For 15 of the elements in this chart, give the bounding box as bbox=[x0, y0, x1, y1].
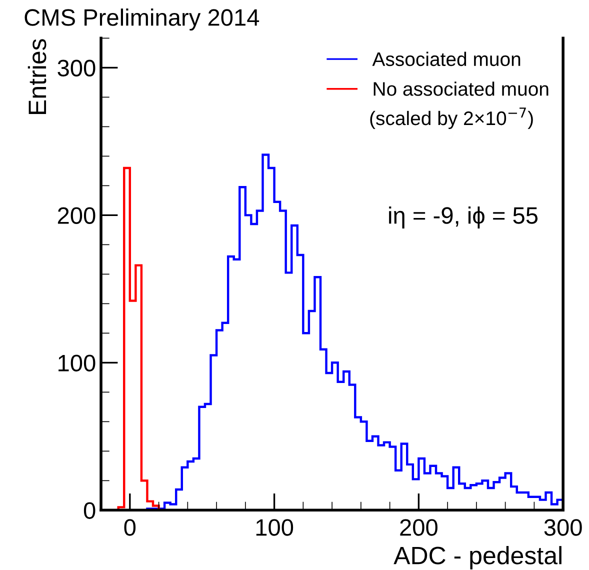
x-tick-label: 100 bbox=[256, 519, 294, 536]
y-axis-title: Entries bbox=[28, 39, 46, 114]
legend-label: No associated muon bbox=[374, 82, 548, 96]
y-tick-label: 300 bbox=[58, 60, 96, 76]
y-tick-label: 200 bbox=[58, 207, 96, 224]
chart-title: CMS Preliminary 2014 bbox=[24, 8, 260, 31]
x-tick-label: 200 bbox=[400, 519, 438, 536]
annotation: (scaled by 2×10$^{−7}$) bbox=[370, 108, 533, 130]
x-tick-label: 300 bbox=[544, 519, 582, 536]
x-axis-title: ADC - pedestal bbox=[394, 546, 562, 570]
y-tick-label: 100 bbox=[58, 354, 96, 372]
x-tick-label: 0 bbox=[124, 519, 136, 536]
annotation: iη = -9, iϕ = 55 bbox=[389, 206, 538, 229]
y-tick-label: 0 bbox=[84, 502, 96, 519]
legend-label: Associated muon bbox=[372, 52, 520, 66]
